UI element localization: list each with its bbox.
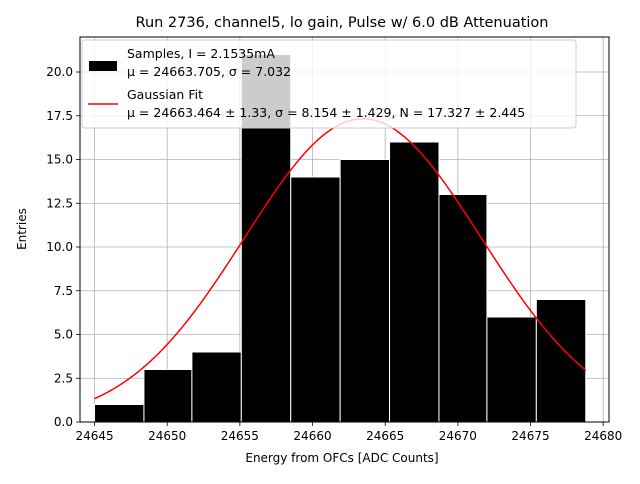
histogram-bar (94, 404, 145, 423)
legend-box (81, 39, 577, 129)
legend-samples-label-line2: μ = 24663.705, σ = 7.032 (127, 64, 291, 79)
y-tick-label: 5.0 (54, 328, 73, 342)
x-tick-label: 24675 (511, 429, 549, 443)
legend-samples-label-line1: Samples, I = 2.1535mA (127, 46, 275, 61)
y-tick-label: 17.5 (46, 109, 73, 123)
y-tick-label: 0.0 (54, 415, 73, 429)
histogram-bar (438, 194, 488, 423)
legend-fit-label-line1: Gaussian Fit (127, 87, 203, 102)
x-tick-label: 24650 (148, 429, 186, 443)
histogram-bar (290, 176, 341, 423)
plot-frame (79, 36, 610, 423)
y-axis-label: Entries (15, 208, 29, 250)
histogram-bars (94, 54, 587, 423)
x-tick-label: 24655 (221, 429, 259, 443)
histogram-bar (339, 159, 391, 423)
y-tick-label: 12.5 (46, 196, 73, 210)
x-tick-label: 24680 (584, 429, 622, 443)
y-tick-label: 20.0 (46, 65, 73, 79)
histogram-bar (535, 299, 587, 423)
x-axis-ticks: 24645 24650 24655 24660 24665 24670 24675 24680 (75, 422, 622, 443)
x-tick-label: 24645 (75, 429, 113, 443)
y-tick-label: 2.5 (54, 371, 73, 385)
y-tick-label: 15.0 (46, 153, 73, 167)
chart-title: Run 2736, channel5, lo gain, Pulse w/ 6.… (136, 15, 549, 31)
histogram-bar (389, 141, 440, 423)
x-tick-label: 24665 (366, 429, 404, 443)
legend-samples-swatch (89, 61, 117, 71)
legend: Samples, I = 2.1535mA μ = 24663.705, σ =… (81, 39, 577, 129)
histogram-bar (143, 369, 193, 423)
y-tick-label: 10.0 (46, 240, 73, 254)
x-axis-label: Energy from OFCs [ADC Counts] (245, 451, 438, 465)
x-tick-label: 24660 (293, 429, 331, 443)
legend-fit-label-line2: μ = 24663.464 ± 1.33, σ = 8.154 ± 1.429,… (127, 105, 525, 120)
x-tick-label: 24670 (439, 429, 477, 443)
y-axis-ticks: 0.0 2.5 5.0 7.5 10.0 12.5 15.0 17.5 20.0 (46, 65, 80, 429)
y-tick-label: 7.5 (54, 284, 73, 298)
histogram-bar (191, 351, 242, 423)
histogram-bar (486, 316, 537, 423)
